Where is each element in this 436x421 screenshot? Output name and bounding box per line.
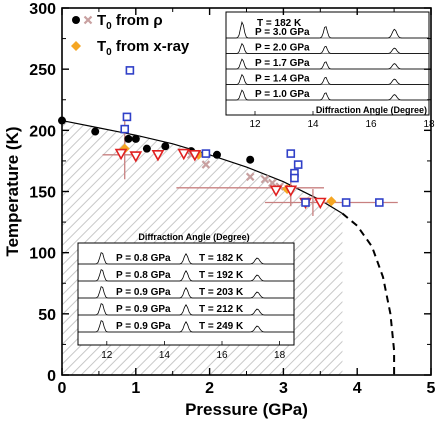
boundary-dashed-line xyxy=(341,212,396,375)
inset-bottom-title: Diffraction Angle (Degree) xyxy=(138,232,249,242)
inset-bottom-trace-0 xyxy=(78,252,294,265)
inset-top-frame xyxy=(225,11,430,116)
inset-bottom-temperature-4: T = 249 K xyxy=(199,321,244,332)
y-tick-label-5: 250 xyxy=(29,62,56,79)
inset-bottom-trace-4 xyxy=(78,320,294,333)
inset-bottom-pressure-3: P = 0.9 GPa xyxy=(116,304,171,315)
y-tick-label-1: 50 xyxy=(38,307,56,324)
point-circle-3 xyxy=(131,134,140,143)
inset-bottom-pressure-0: P = 0.8 GPa xyxy=(116,253,171,264)
x-tick-label-4: 4 xyxy=(353,380,362,397)
y-tick-label-6: 300 xyxy=(29,1,56,18)
inset-top-temperature: T = 182 K xyxy=(257,18,302,29)
inset-top-title: Diffraction Angle (Degree) xyxy=(316,105,427,115)
y-tick-label-0: 0 xyxy=(47,368,56,385)
inset-top-pressure-4: P = 1.0 GPa xyxy=(255,89,310,100)
legend-diamond-marker xyxy=(71,41,81,51)
legend-cross-marker xyxy=(83,15,93,25)
point-circle-8 xyxy=(246,155,255,164)
inset-bottom-trace-1 xyxy=(78,269,294,282)
y-tick-label-2: 100 xyxy=(29,246,56,263)
legend: T0 from ρ T0 from x-ray xyxy=(71,12,190,58)
point-circle-7 xyxy=(212,150,221,159)
inset-bottom-tick-label-1: 14 xyxy=(159,350,171,361)
inset-bottom-trace-2 xyxy=(78,286,294,299)
x-axis-title: Pressure (GPa) xyxy=(185,400,308,419)
point-triangle-1 xyxy=(129,151,143,163)
point-square-0 xyxy=(120,124,130,134)
point-square-10 xyxy=(375,198,384,207)
inset-top-tick-label-2: 16 xyxy=(365,119,377,130)
inset-top-tick-label-3: 18 xyxy=(423,119,435,130)
point-triangle-5 xyxy=(269,185,283,197)
x-tick-label-0: 0 xyxy=(58,380,67,397)
x-tick-label-1: 1 xyxy=(131,380,140,397)
inset-bottom-trace-3 xyxy=(78,303,294,316)
point-circle-4 xyxy=(142,144,151,153)
point-triangle-2 xyxy=(151,150,165,162)
x-tick-label-2: 2 xyxy=(205,380,214,397)
point-square-1 xyxy=(122,112,132,122)
inset-bottom-tick-label-0: 12 xyxy=(101,350,113,361)
point-square-2 xyxy=(125,66,135,75)
legend-label-xray: T0 from x-ray xyxy=(97,38,190,58)
inset-bottom-temperature-0: T = 182 K xyxy=(199,253,244,264)
point-triangle-3 xyxy=(177,148,191,161)
point-square-5 xyxy=(293,160,303,169)
point-circle-5 xyxy=(161,142,170,151)
inset-bottom-temperature-1: T = 192 K xyxy=(199,270,244,281)
inset-top-pressure-0: P = 3.0 GPa xyxy=(255,27,310,38)
inset-top-tick-label-1: 14 xyxy=(307,119,319,130)
point-cross-2 xyxy=(245,172,255,182)
point-triangle-0 xyxy=(114,148,128,161)
point-circle-2 xyxy=(124,134,133,143)
inset-bottom-temperature-3: T = 212 K xyxy=(199,304,244,315)
inset-top-trace-1 xyxy=(226,42,429,54)
legend-label-rho: T0 from ρ xyxy=(97,12,163,32)
inset-bottom-tick-label-2: 16 xyxy=(216,350,228,361)
inset-top-trace-3 xyxy=(226,73,429,85)
y-tick-label-4: 200 xyxy=(29,123,56,140)
inset-top-trace-4 xyxy=(226,89,429,101)
inset-bottom-frame xyxy=(77,242,295,346)
inset-top-pressure-3: P = 1.4 GPa xyxy=(255,74,310,85)
point-cross-3 xyxy=(260,174,270,184)
inset-top-diffraction: P = 3.0 GPa P = 2.0 GPa P = 1.7 GPa P = 1.4… xyxy=(225,11,435,130)
point-square-7 xyxy=(290,173,299,183)
inset-top-pressure-2: P = 1.7 GPa xyxy=(255,58,310,69)
inset-bottom-diffraction: P = 0.8 GPa T = 182 K P = 0.8 GPa T = 192 K… xyxy=(77,232,295,361)
x-tick-label-3: 3 xyxy=(279,380,288,397)
point-square-8 xyxy=(301,198,310,207)
inset-top-trace-0 xyxy=(226,21,429,39)
point-square-4 xyxy=(286,149,296,158)
point-circle-1 xyxy=(91,127,100,136)
point-diamond-3 xyxy=(326,196,337,207)
point-triangle-6 xyxy=(284,185,298,197)
y-axis-title: Temperature (K) xyxy=(3,126,22,256)
inset-top-tick-label-0: 12 xyxy=(249,119,261,130)
inset-bottom-pressure-4: P = 0.9 GPa xyxy=(116,321,171,332)
point-triangle-8 xyxy=(313,197,327,210)
inset-bottom-temperature-2: T = 203 K xyxy=(199,287,244,298)
y-tick-label-3: 150 xyxy=(29,185,56,202)
inset-bottom-tick-label-3: 18 xyxy=(274,350,286,361)
inset-top-trace-2 xyxy=(226,58,429,70)
point-triangle-4 xyxy=(188,150,202,162)
point-square-3 xyxy=(201,149,211,158)
data-markers xyxy=(58,66,384,210)
point-cross-1 xyxy=(201,160,211,169)
legend-circle-marker xyxy=(72,16,80,24)
point-square-9 xyxy=(341,198,351,207)
inset-top-pressure-1: P = 2.0 GPa xyxy=(255,43,310,54)
inset-bottom-pressure-2: P = 0.9 GPa xyxy=(116,287,171,298)
point-cross-4 xyxy=(268,178,277,188)
x-tick-label-5: 5 xyxy=(427,380,436,397)
inset-bottom-pressure-1: P = 0.8 GPa xyxy=(116,270,171,281)
